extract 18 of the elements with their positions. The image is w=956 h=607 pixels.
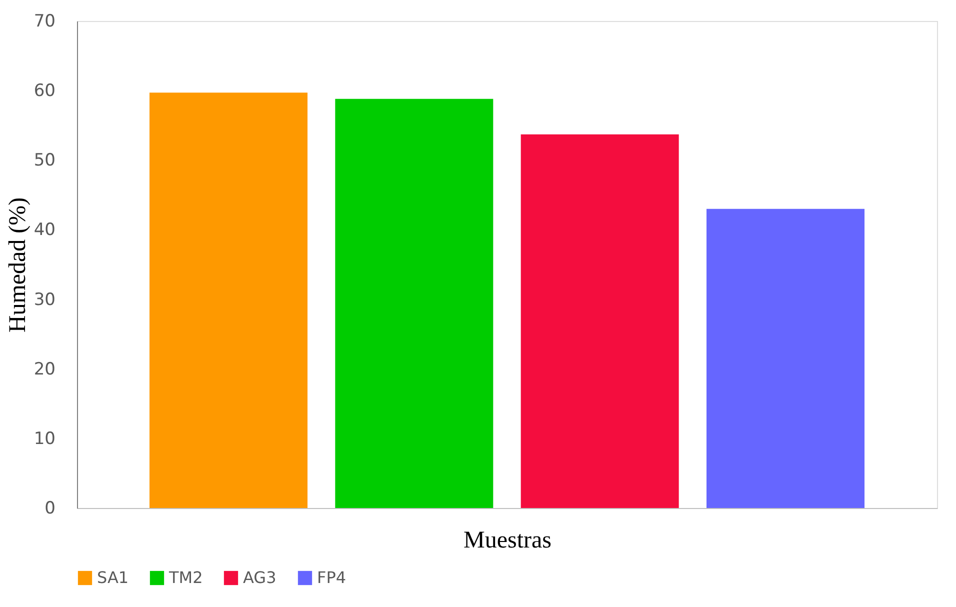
y-tick-label: 60: [34, 81, 56, 102]
bar: [520, 134, 679, 508]
legend-label: AG3: [243, 568, 276, 587]
y-tick-label: 70: [34, 12, 56, 32]
y-tick-label: 30: [34, 290, 56, 310]
y-tick-label: 20: [34, 359, 56, 380]
legend-label: SA1: [97, 568, 129, 587]
bar: [149, 92, 308, 508]
bar: [706, 208, 865, 508]
x-axis-title: Muestras: [464, 528, 552, 554]
legend-label: TM2: [168, 568, 203, 587]
y-tick-label: 50: [34, 150, 56, 171]
bar: [335, 98, 494, 508]
y-tick-label: 0: [44, 498, 56, 518]
y-axis-title: Humedad (%): [4, 197, 31, 333]
y-tick-label: 40: [34, 220, 56, 240]
legend-label: FP4: [317, 568, 346, 587]
y-tick-label: 10: [34, 428, 56, 449]
